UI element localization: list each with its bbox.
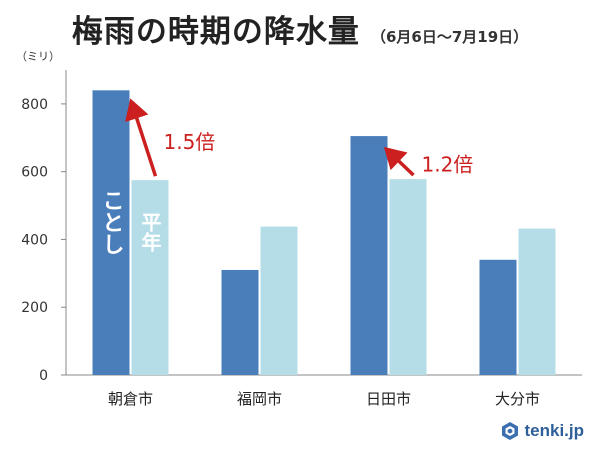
x-tick-label: 大分市 [495,390,540,408]
bar-normal-1 [260,226,298,375]
series-label-this-year: ことし [99,189,124,255]
bar-this-year-1 [221,269,259,375]
bar-this-year-0 [92,90,130,375]
series-label-normal: 平年 [138,212,162,253]
y-tick-label: 800 [21,97,48,113]
chart-subtitle: （6月6日〜7月19日） [370,28,529,46]
y-tick-label: 400 [21,232,48,248]
ratio-annotation-1: 1.2倍 [422,153,474,177]
y-tick-label: 200 [21,300,48,316]
brand-logo: tenki.jp [500,421,584,441]
y-tick-label: 0 [39,368,48,384]
ratio-annotation-0: 1.5倍 [164,130,216,154]
ratio-arrow-1 [383,146,415,177]
chart-title: 梅雨の時期の降水量 [71,14,360,50]
bar-normal-3 [518,228,556,375]
bar-this-year-3 [479,259,517,375]
bar-normal-2 [389,179,427,375]
y-axis-unit-label: （ミリ） [16,50,60,63]
tenki-logo-icon [502,422,519,440]
y-tick-label: 600 [21,165,48,181]
x-tick-label: 朝倉市 [108,390,153,408]
brand-name: tenki.jp [524,421,584,440]
ratio-arrow-0 [125,98,158,177]
x-tick-label: 日田市 [366,390,411,408]
bar-normal-0 [131,180,169,375]
bar-this-year-2 [350,136,388,375]
chart-header: 梅雨の時期の降水量 （6月6日〜7月19日） [0,6,600,51]
x-tick-label: 福岡市 [237,390,282,408]
